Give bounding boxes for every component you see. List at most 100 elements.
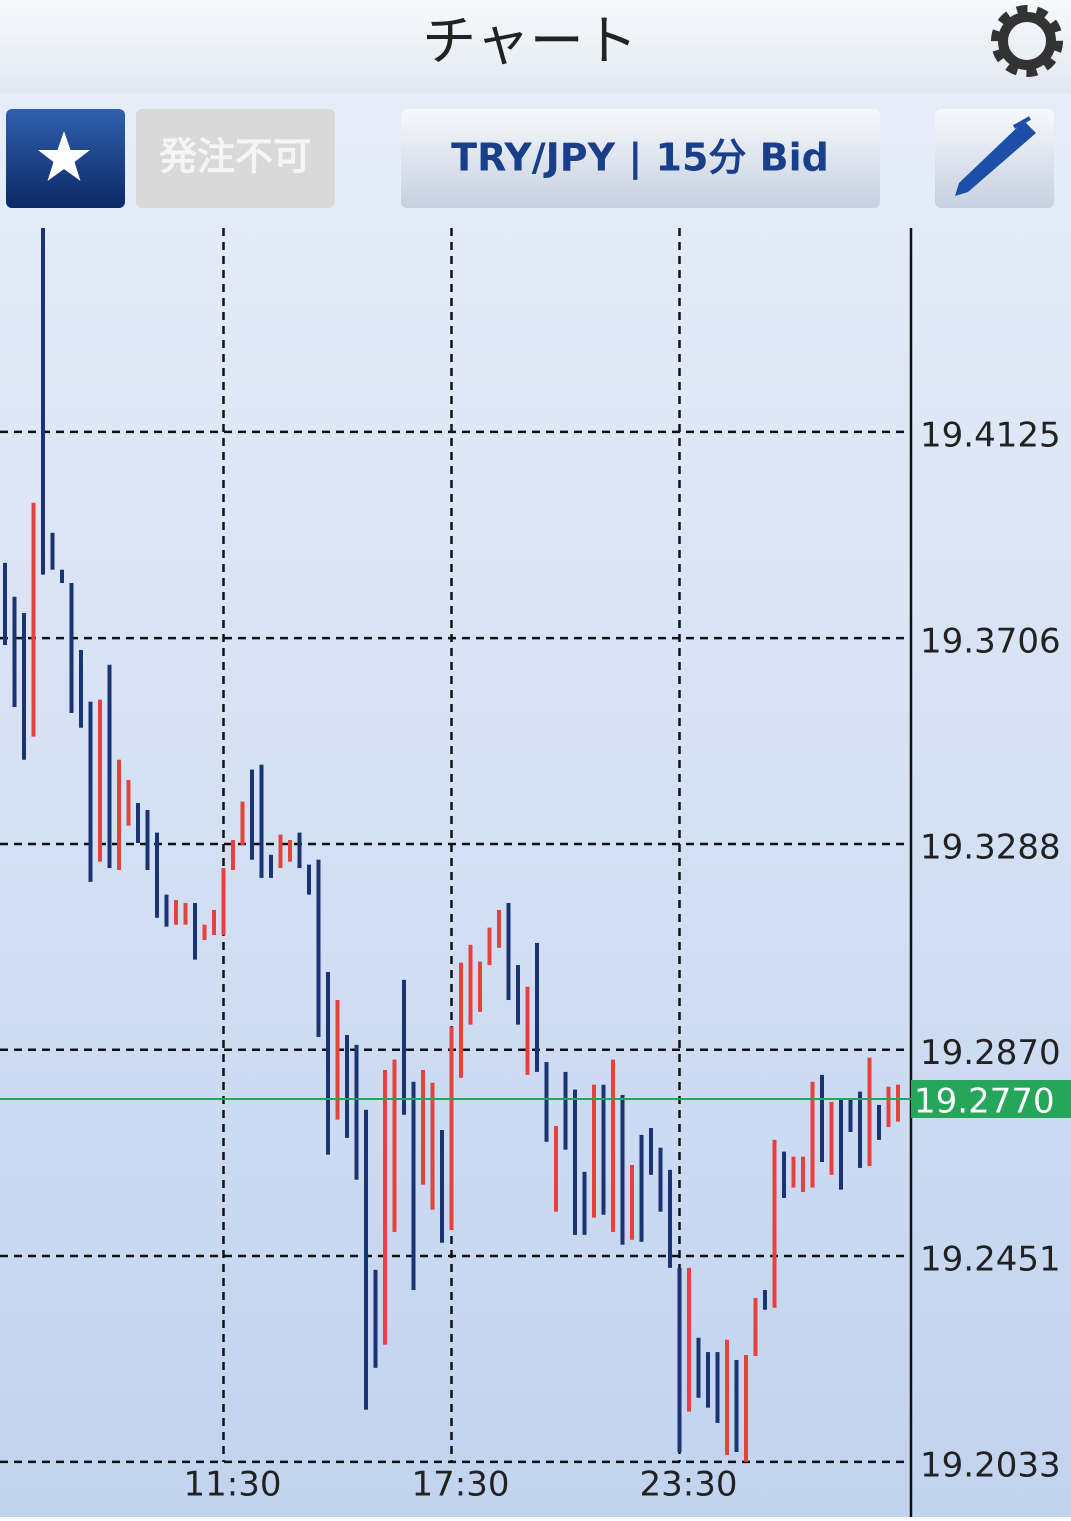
current-price-box [911, 1079, 1071, 1118]
candle [820, 1074, 824, 1163]
candle [630, 1164, 634, 1240]
candle [867, 1057, 872, 1166]
candle [297, 832, 302, 869]
candle [145, 809, 150, 871]
candle [525, 986, 530, 1075]
pen-icon [955, 116, 1036, 196]
symbol-button[interactable] [401, 109, 880, 208]
candle [250, 769, 254, 860]
candle [326, 971, 330, 1155]
candle [41, 228, 45, 575]
candle [649, 1128, 653, 1175]
candle [174, 900, 178, 925]
settings-button[interactable] [991, 5, 1063, 77]
candle [487, 927, 492, 966]
candle [383, 1069, 387, 1345]
star-icon [38, 131, 90, 181]
candle [117, 759, 121, 871]
candle [69, 582, 74, 713]
candle [449, 1026, 454, 1230]
candle [801, 1156, 805, 1193]
candle [440, 1130, 444, 1243]
candle [402, 979, 406, 1115]
candle [12, 596, 17, 708]
candle [877, 1104, 881, 1140]
y-tick-label: 19.2870 [920, 1033, 1061, 1073]
candle [620, 1095, 625, 1245]
header [0, 0, 1071, 93]
candle [687, 1267, 691, 1412]
candle [544, 1062, 549, 1142]
candle [411, 1081, 416, 1291]
candle [611, 1059, 615, 1232]
candle [886, 1086, 891, 1128]
y-tick-label: 19.4125 [920, 415, 1061, 455]
candle [392, 1059, 397, 1232]
candle [345, 1034, 349, 1138]
candle [810, 1081, 815, 1188]
candle [459, 962, 463, 1078]
candle [668, 1169, 672, 1268]
candle [98, 699, 102, 862]
candle [31, 502, 36, 737]
y-tick-label: 19.3706 [920, 622, 1061, 662]
candle [763, 1290, 767, 1310]
candle [22, 613, 26, 760]
y-tick-label: 19.3288 [920, 827, 1061, 867]
x-tick-label: 11:30 [184, 1465, 282, 1505]
candle [60, 569, 64, 583]
candle [592, 1084, 596, 1218]
candle [478, 961, 482, 1012]
candle [221, 868, 226, 936]
candle [782, 1151, 786, 1198]
candle [658, 1147, 663, 1212]
candle [706, 1352, 710, 1408]
candle [3, 562, 7, 646]
candle [88, 701, 93, 882]
candle [468, 944, 473, 1025]
chart: 11:30 17:30 23:30 19.4125 19.3706 19.3288 19.2… [0, 228, 1071, 1517]
candle [421, 1069, 425, 1185]
candle [734, 1359, 739, 1453]
candle [164, 894, 169, 927]
candle [744, 1355, 748, 1462]
candle [573, 1089, 577, 1235]
candle [278, 834, 283, 869]
candle [696, 1337, 701, 1398]
candle [772, 1139, 777, 1308]
candle [240, 801, 245, 845]
order-status: 発注不可 [159, 135, 311, 179]
candle [50, 532, 55, 570]
symbol-label: TRY/JPY | 15分 Bid [451, 136, 829, 181]
candle [335, 1000, 340, 1120]
candle [183, 903, 188, 925]
candle [715, 1352, 720, 1423]
candle [753, 1297, 758, 1356]
candle [497, 909, 501, 948]
candle [231, 840, 235, 871]
candle [516, 965, 520, 1025]
candle [155, 832, 159, 918]
candle [582, 1171, 587, 1235]
candle [126, 779, 131, 826]
screen-title: チャート [422, 10, 637, 73]
candle [563, 1071, 568, 1150]
candle [896, 1084, 900, 1122]
candle [601, 1084, 606, 1215]
candle [354, 1044, 359, 1180]
order-button [136, 109, 335, 208]
candle [193, 903, 197, 960]
candle [506, 903, 511, 1001]
candle [212, 909, 216, 936]
candle [373, 1269, 378, 1368]
candle [364, 1109, 368, 1410]
candle [107, 664, 112, 869]
candle [848, 1099, 853, 1132]
candle [430, 1082, 435, 1210]
y-tick-label: 19.2451 [920, 1240, 1061, 1280]
candle [202, 924, 207, 940]
candle [829, 1101, 834, 1175]
candle [269, 854, 273, 878]
